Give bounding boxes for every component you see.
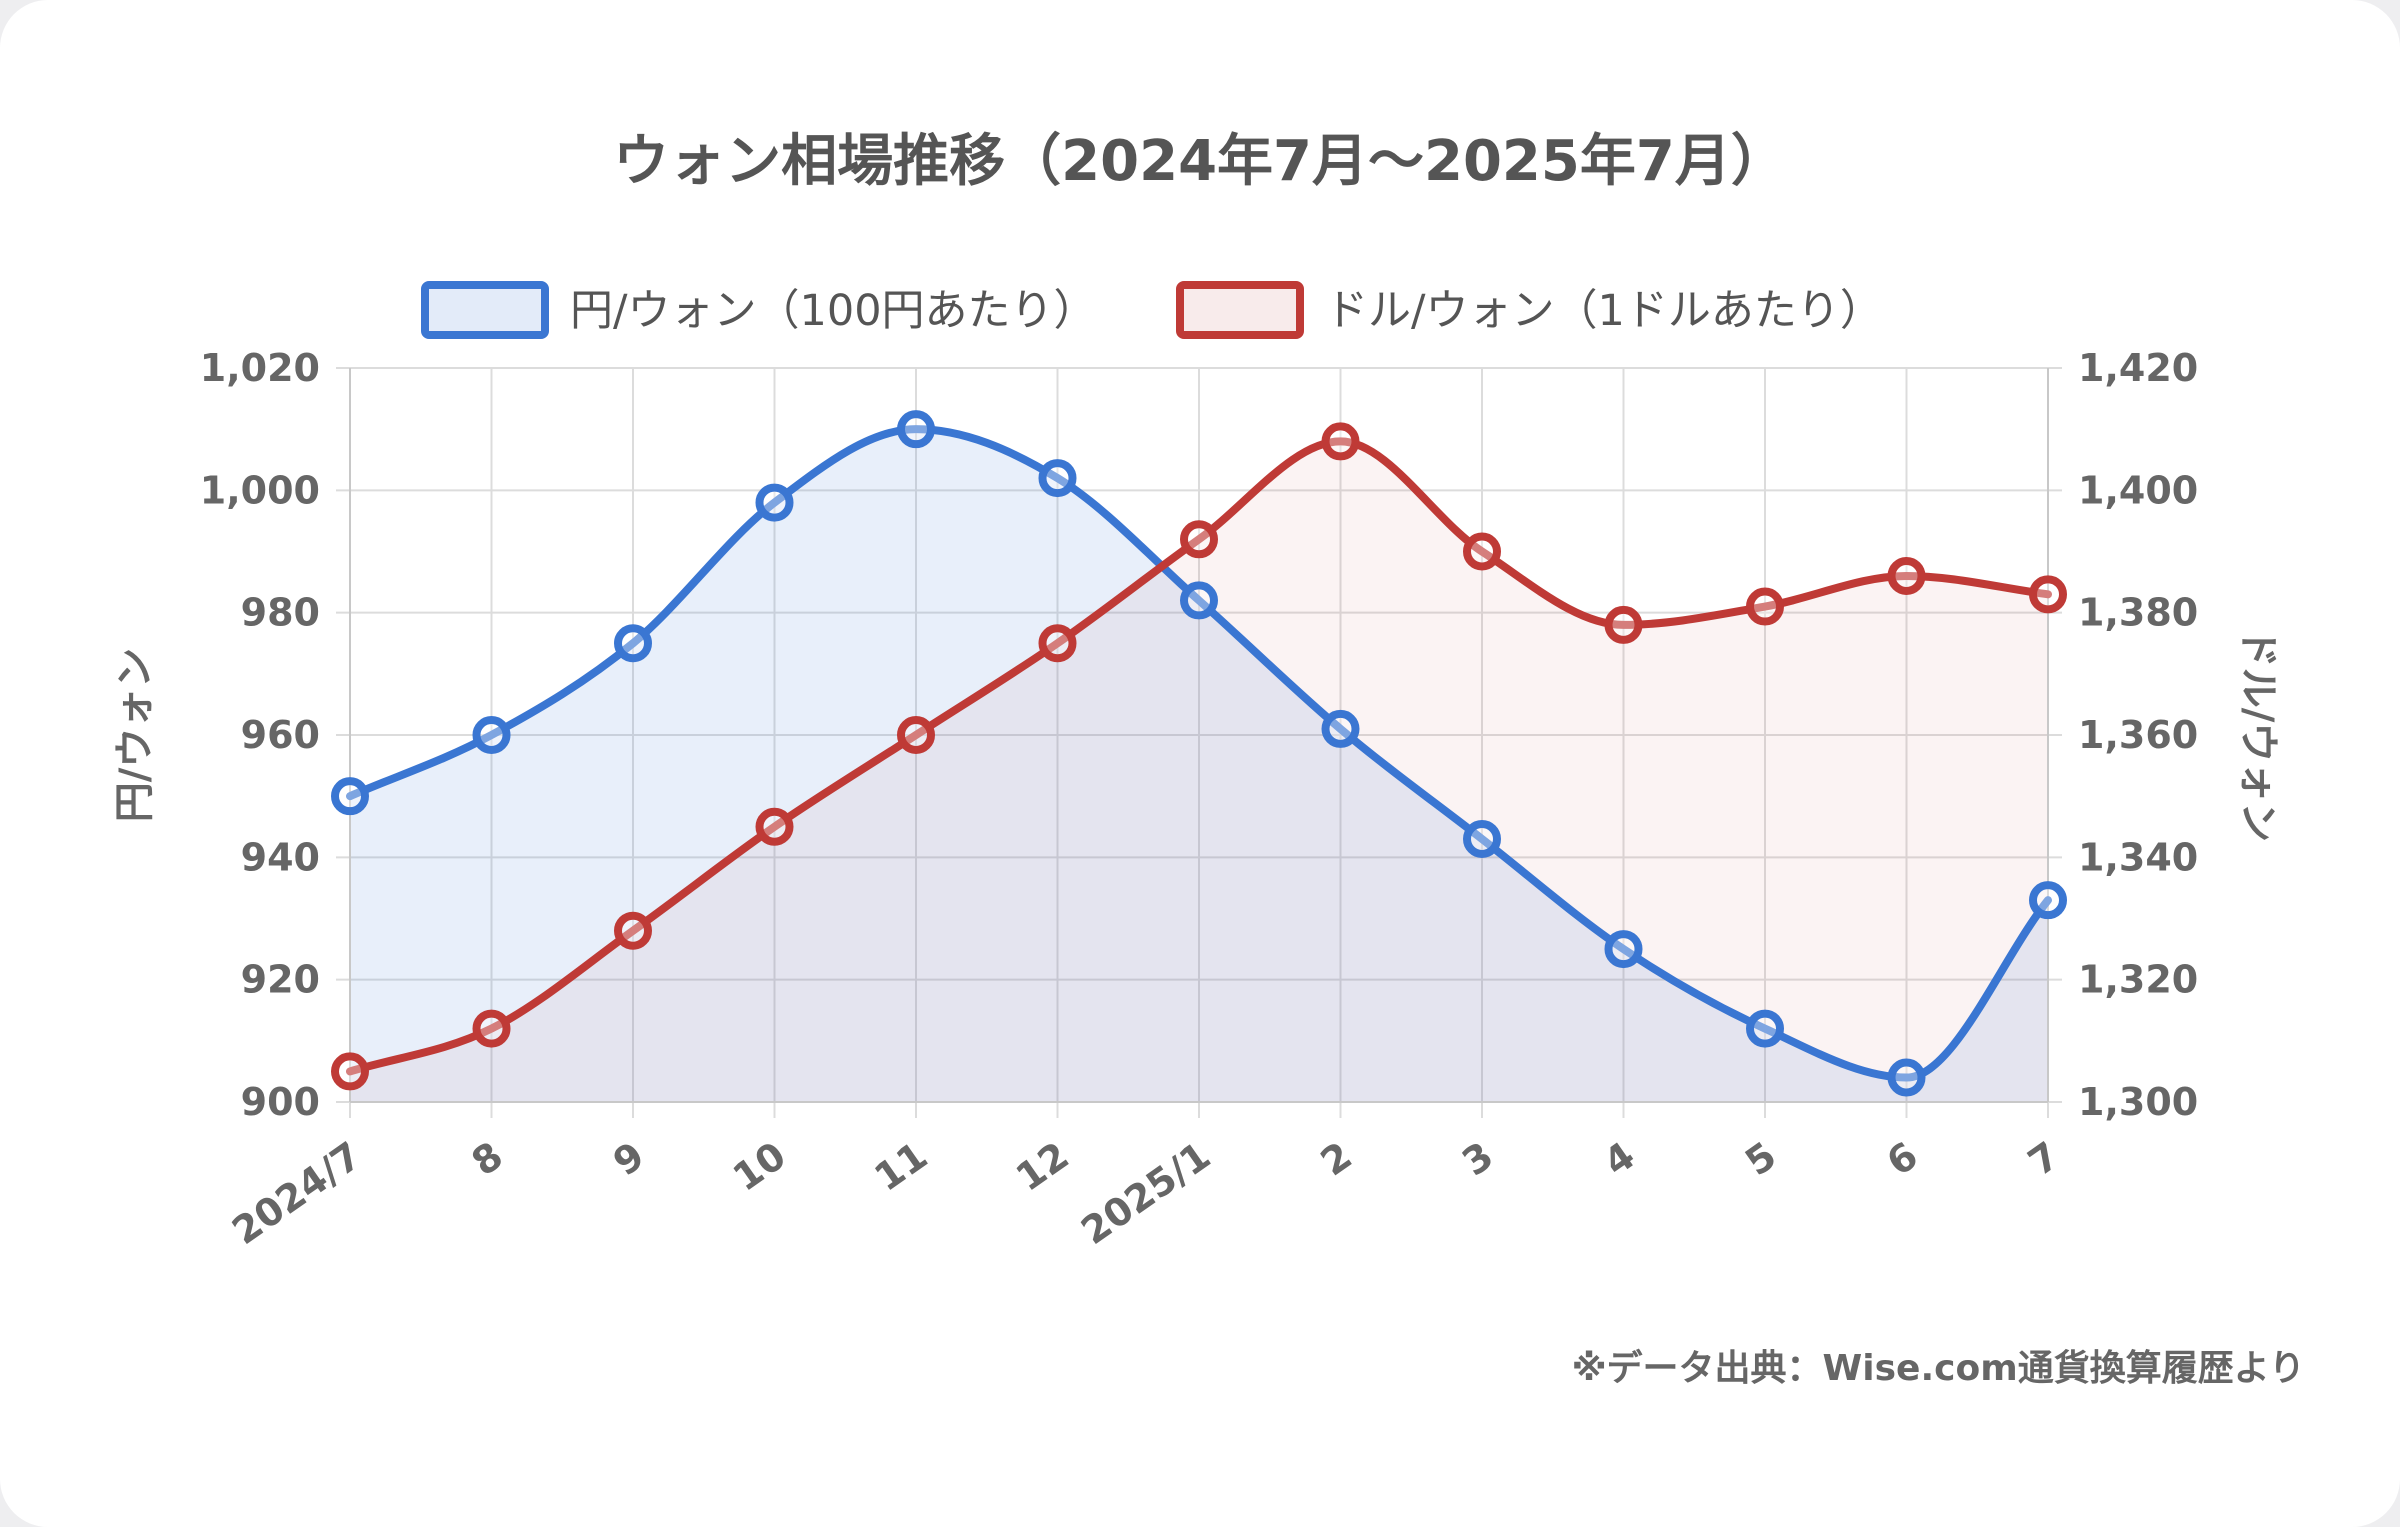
series-line-jpy[interactable] [346, 425, 2052, 1082]
y-left-tick-label: 940 [241, 835, 320, 879]
data-point-jpy[interactable] [1746, 1009, 1784, 1048]
series-line-usd[interactable] [346, 437, 2052, 1076]
data-point-jpy[interactable] [1180, 581, 1218, 620]
data-point-usd[interactable] [1180, 520, 1218, 559]
data-point-jpy[interactable] [1038, 459, 1077, 498]
y-right-tick-label: 1,300 [2078, 1080, 2198, 1124]
x-tick-label: 11 [867, 1133, 936, 1199]
x-tick-label: 4 [1596, 1133, 1643, 1184]
axes [349, 368, 2049, 1103]
legend-label-jpy[interactable]: 円/ウォン（100円あたり） [570, 286, 1097, 336]
legend[interactable]: 円/ウォン（100円あたり） ドル/ウォン（1ドルあたり） [421, 281, 1883, 339]
y-right-tick-label: 1,360 [2078, 713, 2198, 757]
y-left-tick-label: 920 [241, 958, 320, 1002]
data-point-jpy[interactable] [472, 716, 511, 754]
y-axis-left-title: 円/ウォン [112, 648, 158, 823]
x-tick-label: 2025/1 [1073, 1133, 1218, 1253]
y-right-tick-label: 1,400 [2078, 468, 2198, 512]
data-point-usd[interactable] [614, 911, 652, 950]
y-right-tick-label: 1,340 [2078, 835, 2198, 879]
y-axis-right-title: ドル/ウォン [2235, 628, 2281, 843]
y-left-tick-label: 1,020 [200, 346, 320, 390]
data-point-usd[interactable] [1887, 556, 1926, 595]
data-point-usd[interactable] [1038, 624, 1077, 663]
data-point-usd[interactable] [472, 1009, 511, 1048]
data-point-jpy[interactable] [1887, 1058, 1926, 1097]
y-right-tick-label: 1,380 [2078, 591, 2198, 635]
x-tick-label: 10 [725, 1133, 794, 1199]
data-point-jpy[interactable] [331, 777, 369, 816]
x-tick-label: 8 [464, 1133, 511, 1184]
legend-swatch-jpy[interactable] [421, 281, 549, 339]
data-point-jpy[interactable] [1604, 930, 1643, 969]
data-point-usd[interactable] [755, 807, 794, 846]
data-point-jpy[interactable] [614, 624, 652, 663]
data-points [331, 410, 2067, 1097]
legend-label-usd[interactable]: ドル/ウォン（1ドルあたり） [1325, 286, 1883, 336]
data-point-usd[interactable] [1604, 605, 1643, 644]
x-tick-label: 2 [1313, 1133, 1360, 1184]
data-point-usd[interactable] [897, 716, 935, 754]
y-right-tick-label: 1,320 [2078, 958, 2198, 1002]
x-tick-label: 7 [2020, 1133, 2067, 1184]
data-point-jpy[interactable] [1463, 819, 1501, 858]
x-tick-label: 6 [1879, 1133, 1926, 1184]
x-tick-label: 2024/7 [224, 1133, 369, 1253]
y-left-tick-label: 980 [241, 591, 320, 635]
y-right-tick-label: 1,420 [2078, 346, 2198, 390]
data-point-jpy[interactable] [897, 410, 935, 449]
data-point-jpy[interactable] [1321, 709, 1360, 748]
x-tick-label: 5 [1737, 1133, 1784, 1184]
y-left-tick-label: 1,000 [200, 468, 320, 512]
data-source-note: ※データ出典：Wise.com通貨換算履歴より [1572, 1347, 2305, 1389]
series-lines [346, 425, 2052, 1082]
x-tick-label: 3 [1454, 1133, 1501, 1184]
data-point-jpy[interactable] [2029, 881, 2067, 920]
x-tick-label: 12 [1008, 1133, 1077, 1199]
legend-swatch-usd[interactable] [1176, 281, 1304, 339]
data-point-usd[interactable] [331, 1052, 369, 1091]
data-point-usd[interactable] [1463, 532, 1501, 571]
y-left-tick-label: 900 [241, 1080, 320, 1124]
x-tick-label: 9 [605, 1133, 652, 1184]
data-point-jpy[interactable] [755, 483, 794, 522]
data-point-usd[interactable] [2029, 575, 2067, 614]
y-left-tick-label: 960 [241, 713, 320, 757]
data-point-usd[interactable] [1746, 587, 1784, 626]
area-fill-jpy [350, 429, 2048, 1103]
data-point-usd[interactable] [1321, 422, 1360, 461]
chart-title: ウォン相場推移（2024年7月〜2025年7月） [613, 129, 1787, 194]
